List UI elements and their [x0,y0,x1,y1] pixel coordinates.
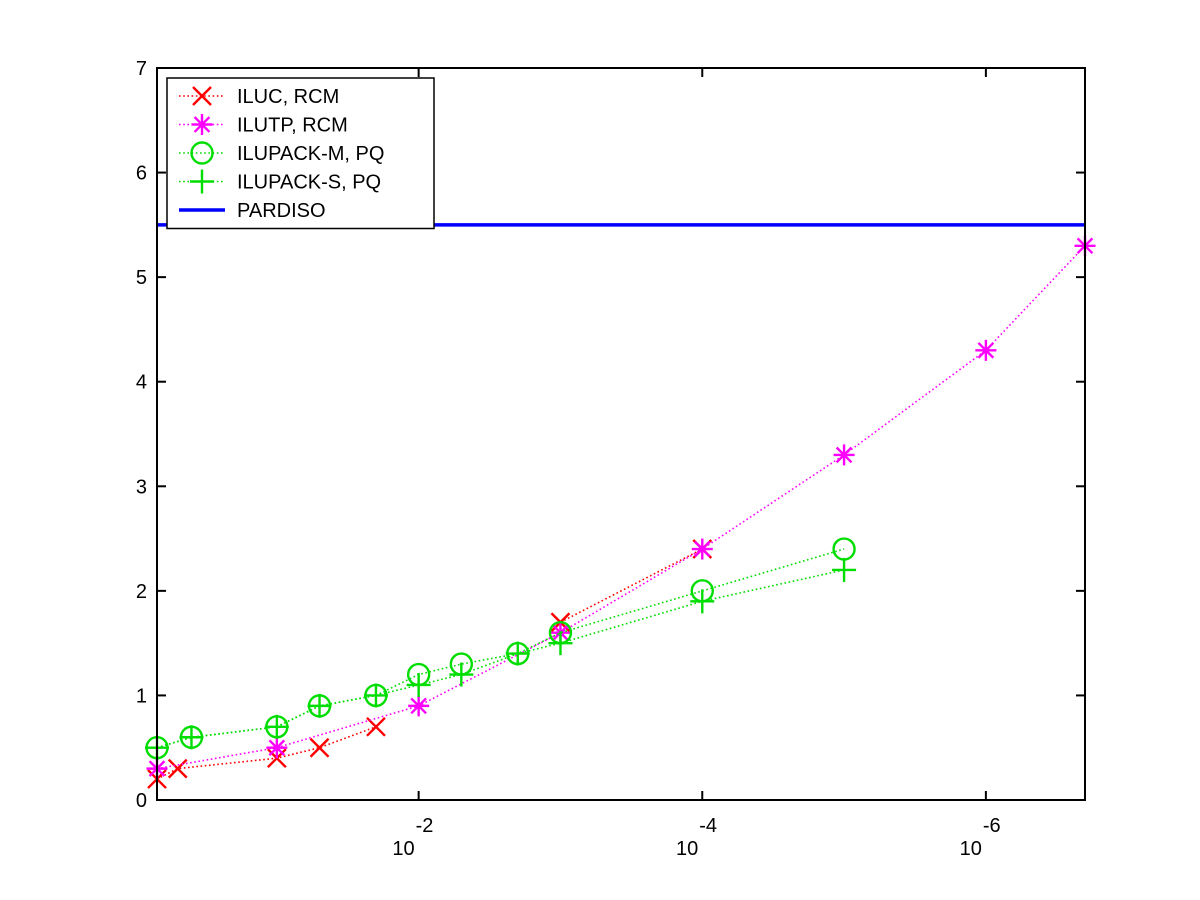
data-point [690,589,715,614]
data-point [363,683,388,708]
marker-asterisk-stroke [268,739,286,756]
y-tick-label: 7 [136,58,147,80]
legend-entry: ILUTP, RCM [179,114,348,137]
y-tick-label: 3 [136,476,147,498]
data-point [408,695,430,717]
data-point [179,725,204,750]
data-point [406,672,431,697]
marker-circle-stroke [190,141,214,165]
marker-asterisk-stroke [693,540,711,558]
data-point [691,538,713,560]
series-line [560,548,703,623]
x-tick-label-base: 10 [676,838,698,860]
data-point [449,662,474,687]
legend-entry: PARDISO [179,200,326,222]
data-point [307,693,332,718]
x-tick-label-base: 10 [960,838,982,860]
x-tick-label-base: 10 [392,838,414,860]
x-tick-label-exponent: -4 [699,815,717,837]
marker-asterisk-stroke [977,342,995,359]
legend: ILUC, RCM ILUTP, RCM ILUPACK-M, PQ ILUPACK-… [166,77,435,230]
y-tick-label: 5 [136,267,147,289]
series-line [156,569,845,749]
x-tick-label-exponent: -6 [983,815,1001,837]
marker-x-stroke [192,86,212,106]
data-point [548,631,573,656]
legend-marker [190,141,214,165]
data-point [309,737,330,758]
data-point [975,339,997,361]
data-point [266,737,288,759]
legend-entry: ILUC, RCM [179,86,339,108]
legend-label: ILUPACK-M, PQ [237,143,384,165]
marker-x-stroke [167,758,188,779]
data-point [505,641,530,666]
legend-label: ILUTP, RCM [237,115,348,137]
legend-entry: ILUPACK-M, PQ [179,141,384,165]
y-tick-label: 2 [136,581,147,603]
legend-marker [192,86,212,106]
legend-entry: ILUPACK-S, PQ [179,169,381,194]
marker-x-stroke [366,716,386,737]
axes-frame [156,67,1086,801]
legend-label: ILUPACK-S, PQ [237,172,381,194]
data-point [832,557,857,582]
legend-marker [191,114,213,135]
legend-label: PARDISO [237,200,326,222]
x-tick-label-exponent: -2 [416,815,434,837]
marker-asterisk-stroke [835,446,853,464]
marker-asterisk-stroke [193,116,211,133]
y-tick-label: 6 [136,163,147,185]
y-tick-label: 1 [136,685,147,707]
data-point [167,758,188,779]
y-tick-label: 0 [136,790,147,812]
y-tick-label: 4 [136,372,147,394]
marker-x-stroke [309,737,330,758]
legend-marker [190,169,214,194]
data-point [833,444,855,466]
data-point [264,714,289,739]
legend-label: ILUC, RCM [237,86,339,108]
marker-asterisk-stroke [410,697,427,715]
